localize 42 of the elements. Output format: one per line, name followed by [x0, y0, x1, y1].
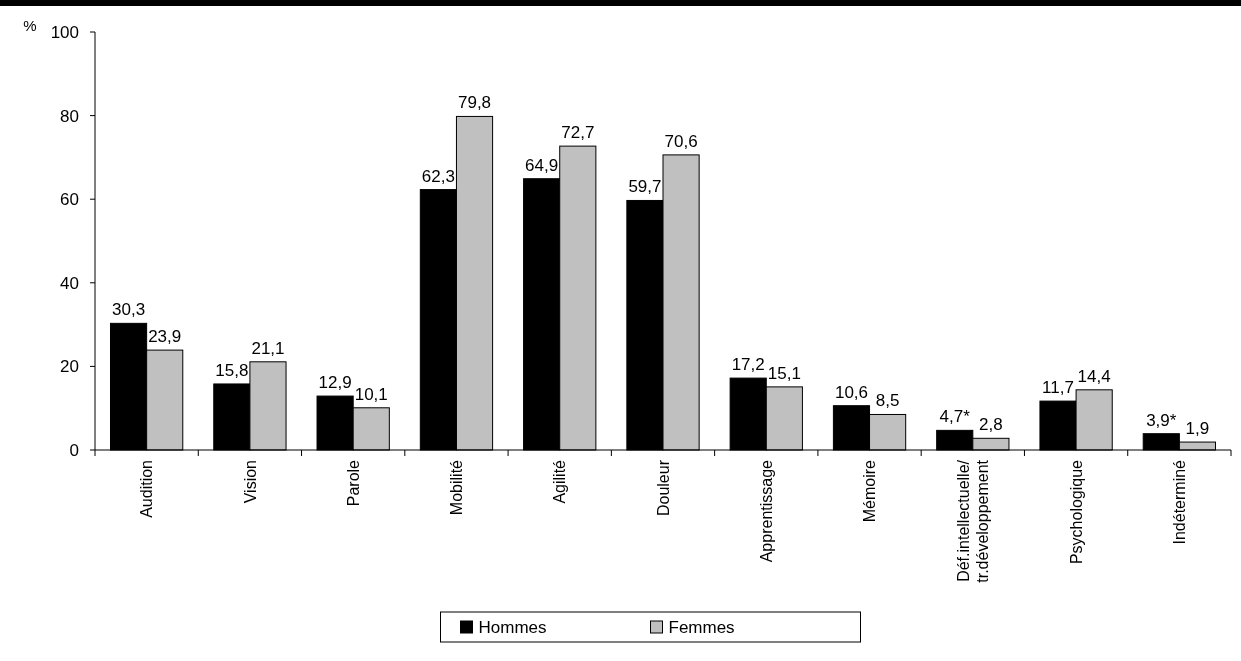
data-label: 12,9: [318, 373, 352, 393]
x-tick-label: Mobilité: [448, 459, 466, 516]
x-tick-label: Apprentissage: [757, 459, 775, 563]
y-tick-label: 60: [60, 190, 79, 210]
y-tick-label: 40: [60, 273, 79, 293]
x-tick-label: Parole: [344, 459, 362, 507]
y-tick-label: 20: [60, 357, 79, 377]
y-axis-title: %: [23, 16, 37, 34]
data-label: 72,7: [561, 123, 595, 143]
x-tick-label: Psychologique: [1067, 459, 1085, 565]
y-tick-label: 80: [60, 106, 79, 126]
legend-label: Femmes: [668, 617, 735, 637]
data-label: 79,8: [457, 93, 492, 113]
y-tick-label: 100: [50, 22, 79, 42]
data-label: 11,7: [1042, 378, 1074, 398]
y-tick-label: 0: [69, 440, 79, 460]
data-label: 1,9: [1185, 419, 1210, 439]
data-label: 3,9*: [1146, 410, 1177, 430]
legend-label: Hommes: [478, 617, 547, 637]
data-label: 8,5: [875, 391, 900, 411]
data-label: 10,6: [834, 382, 869, 402]
x-tick-label: Agilité: [551, 459, 569, 504]
data-label: 15,8: [215, 360, 249, 380]
x-tick-label: Audition: [138, 460, 156, 518]
data-label: 4,7*: [939, 407, 971, 427]
data-label: 59,7: [628, 177, 662, 197]
data-label: 15,1: [767, 363, 801, 383]
x-tick-label: Mémoire: [861, 459, 879, 523]
x-tick-label: Douleur: [654, 459, 672, 517]
data-label: 14,4: [1077, 366, 1111, 386]
data-label: 70,6: [664, 131, 698, 151]
data-label: 64,9: [525, 155, 559, 175]
data-label: 23,9: [148, 327, 182, 347]
data-label: 17,2: [731, 355, 765, 375]
data-label: 2,8: [979, 415, 1003, 435]
data-label: 10,1: [354, 384, 388, 404]
data-label: 62,3: [421, 166, 455, 186]
x-tick-label: Déf.intellectuelle/ tr.développement: [954, 459, 992, 583]
data-label: 30,3: [112, 300, 146, 320]
x-tick-label: Vision: [241, 460, 259, 504]
data-label: 21,1: [251, 338, 285, 358]
x-tick-label: Indéterminé: [1170, 459, 1188, 545]
